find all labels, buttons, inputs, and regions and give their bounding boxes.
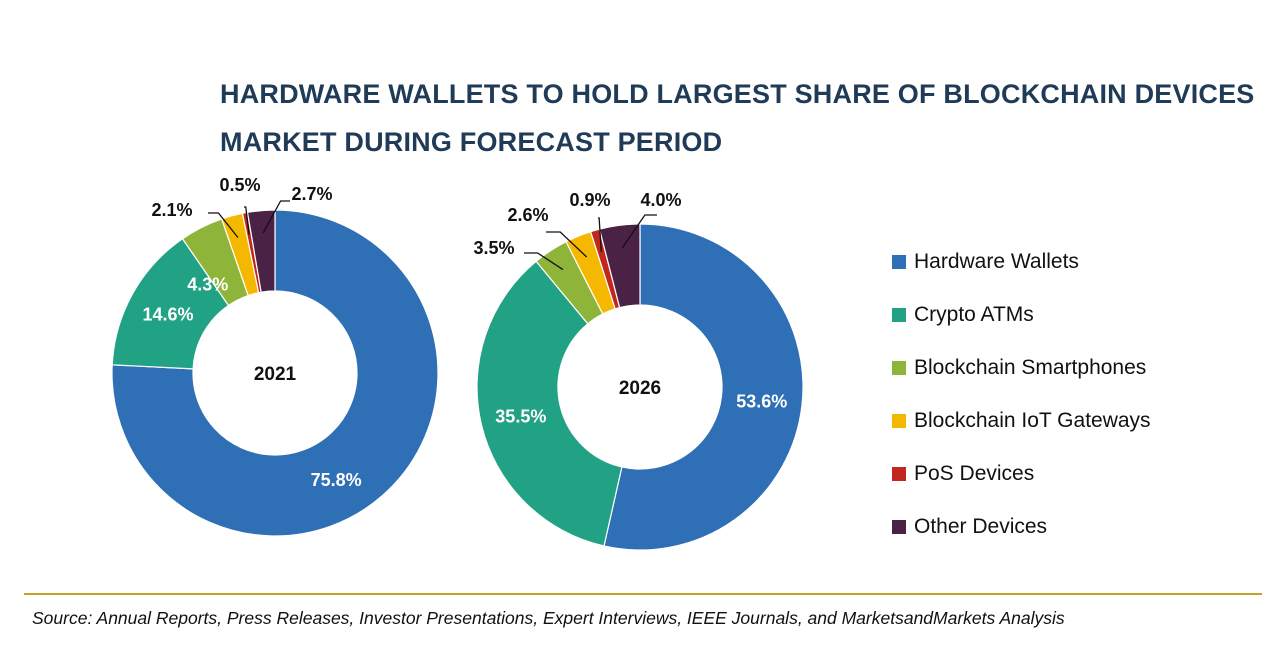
data-label-pos-devices: 0.5% xyxy=(219,175,260,195)
data-label-crypto-atms: 14.6% xyxy=(143,304,194,324)
donut-chart-2026: 2026 53.6% 35.5% 3.5% 2.6% 0.9% 4.0% xyxy=(473,190,804,551)
donut-slice-hardware-wallets xyxy=(603,223,804,551)
legend-swatch-hardware-wallets xyxy=(892,254,906,269)
legend-label: PoS Devices xyxy=(914,461,1035,485)
legend-item-hardware-wallets: Hardware Wallets xyxy=(892,235,1151,288)
leader-line-other-devices xyxy=(262,200,290,234)
donut-slice-hardware-wallets xyxy=(111,209,439,537)
legend-swatch-pos-devices xyxy=(892,466,906,481)
chart-title-line-1: HARDWARE WALLETS TO HOLD LARGEST SHARE O… xyxy=(220,79,1255,109)
legend-label: Blockchain Smartphones xyxy=(914,355,1147,379)
donut-slice-crypto-atms xyxy=(111,237,230,370)
legend-item-blockchain-smartphones: Blockchain Smartphones xyxy=(892,341,1151,394)
data-label-hardware-wallets: 75.8% xyxy=(311,470,362,490)
source-note: Source: Annual Reports, Press Releases, … xyxy=(32,608,1065,628)
legend-label: Other Devices xyxy=(914,514,1048,538)
legend-label: Crypto ATMs xyxy=(914,302,1034,326)
legend-item-crypto-atms: Crypto ATMs xyxy=(892,288,1151,341)
data-label-hardware-wallets: 53.6% xyxy=(736,392,787,412)
data-label-blockchain-smartphones: 3.5% xyxy=(473,238,514,258)
leader-line-blockchain-iot-gateways xyxy=(208,212,239,238)
donut-slice-other-devices xyxy=(246,209,276,293)
data-label-other-devices: 2.7% xyxy=(291,184,332,204)
donut-slice-other-devices xyxy=(598,223,641,309)
donut-center-label: 2021 xyxy=(254,364,297,385)
data-label-crypto-atms: 35.5% xyxy=(495,406,546,426)
chart-legend: Hardware Wallets Crypto ATMs Blockchain … xyxy=(892,235,1151,553)
donut-charts: 2021 75.8% 14.6% 4.3% 2.1% 0.5% 2.7% 2026 53.6% 3… xyxy=(111,175,804,551)
donut-center-label: 2026 xyxy=(619,378,661,399)
leader-line-blockchain-iot-gateways xyxy=(546,231,588,258)
legend-swatch-other-devices xyxy=(892,519,906,534)
leader-line-blockchain-smartphones xyxy=(524,252,564,271)
leader-line-pos-devices xyxy=(598,217,602,252)
donut-chart-2021: 2021 75.8% 14.6% 4.3% 2.1% 0.5% 2.7% xyxy=(111,175,439,537)
data-label-blockchain-smartphones: 4.3% xyxy=(187,275,228,295)
legend-swatch-blockchain-iot-gateways xyxy=(892,413,906,428)
leader-line-pos-devices xyxy=(244,206,250,235)
legend-swatch-blockchain-smartphones xyxy=(892,360,906,375)
divider-rule xyxy=(24,593,1262,595)
legend-label: Hardware Wallets xyxy=(914,249,1079,273)
legend-item-other-devices: Other Devices xyxy=(892,500,1151,553)
data-label-blockchain-iot-gateways: 2.1% xyxy=(151,200,192,220)
chart-title-line-2: MARKET DURING FORECAST PERIOD xyxy=(220,127,723,157)
donut-slice-crypto-atms xyxy=(476,260,623,547)
legend-item-pos-devices: PoS Devices xyxy=(892,447,1151,500)
data-label-other-devices: 4.0% xyxy=(640,190,681,210)
data-label-blockchain-iot-gateways: 2.6% xyxy=(507,205,548,225)
chart-title: HARDWARE WALLETS TO HOLD LARGEST SHARE O… xyxy=(220,70,1255,166)
data-label-pos-devices: 0.9% xyxy=(569,190,610,210)
legend-item-blockchain-iot-gateways: Blockchain IoT Gateways xyxy=(892,394,1151,447)
legend-swatch-crypto-atms xyxy=(892,307,906,322)
legend-label: Blockchain IoT Gateways xyxy=(914,408,1151,432)
leader-line-other-devices xyxy=(621,214,657,248)
